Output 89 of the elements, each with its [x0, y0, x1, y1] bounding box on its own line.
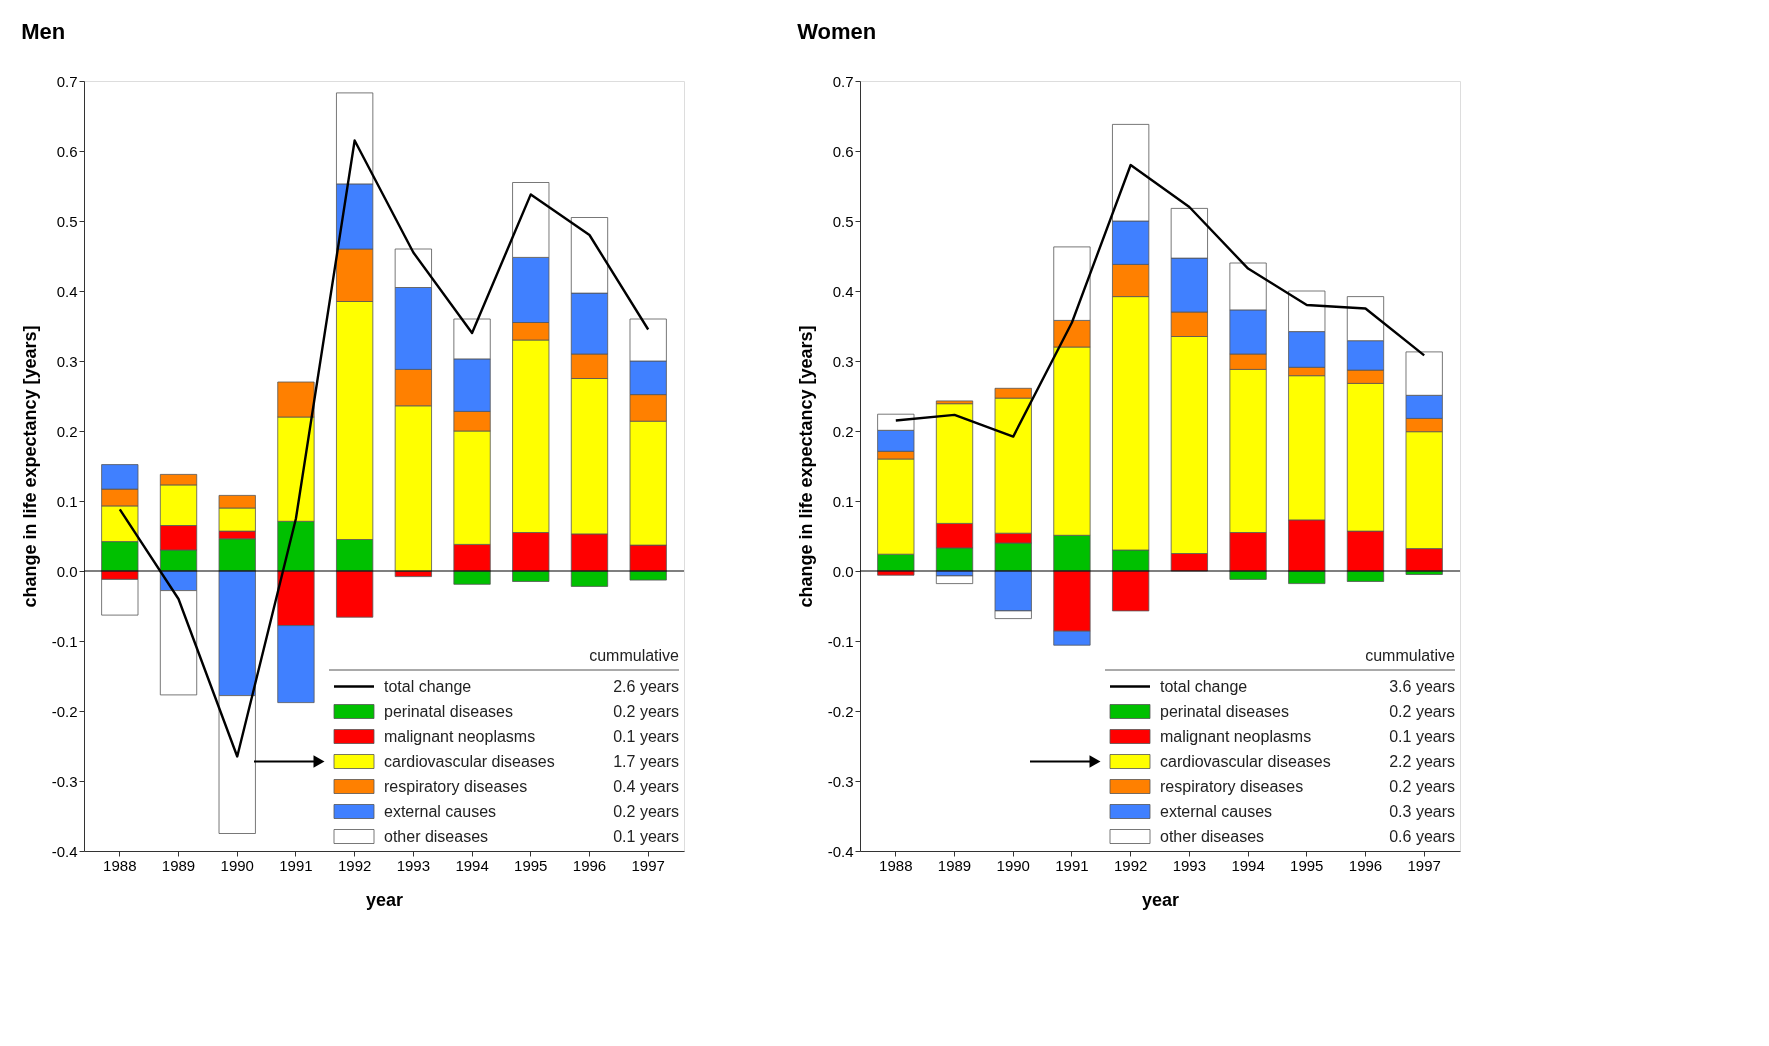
- bar: [453, 570, 491, 585]
- x-tick-label: 1995: [1290, 856, 1324, 874]
- y-tick-label: 0.7: [832, 72, 854, 90]
- annotation: 0.3 years: [1389, 802, 1455, 820]
- bar: [512, 570, 550, 582]
- x-tick-label: 1997: [631, 856, 665, 874]
- annotation: 0.1 years: [1389, 727, 1455, 745]
- x-tick-label: 1997: [1407, 856, 1441, 874]
- legend-label: other diseases: [384, 827, 489, 845]
- x-tick-label: 1991: [279, 856, 313, 874]
- x-tick-label: 1992: [337, 856, 372, 874]
- legend-label: cardiovascular diseases: [384, 752, 555, 770]
- y-tick-label: -0.4: [827, 842, 854, 860]
- y-tick-label: -0.3: [51, 772, 78, 790]
- x-tick-label: 1989: [161, 856, 196, 874]
- chart-title: Women: [797, 19, 877, 44]
- legend-label: external causes: [384, 802, 497, 820]
- y-tick-label: -0.3: [827, 772, 854, 790]
- y-tick-label: 0.5: [56, 212, 78, 230]
- x-tick-label: 1988: [879, 856, 913, 874]
- y-tick-label: 0.3: [832, 352, 854, 370]
- line-series: [894, 163, 1426, 438]
- x-axis-title: year: [365, 889, 404, 910]
- bar: [570, 570, 609, 587]
- annotation: 0.2 years: [613, 702, 679, 720]
- annotation: 1.7 years: [613, 752, 679, 770]
- y-tick-label: 0.6: [832, 142, 854, 160]
- bar: [1288, 570, 1326, 584]
- y-tick-label: 0.0: [832, 562, 854, 580]
- y-tick-label: 0.6: [56, 142, 78, 160]
- legend-label: perinatal diseases: [384, 702, 513, 720]
- legend-label: cardiovascular diseases: [1160, 752, 1331, 770]
- y-tick-label: 0.5: [832, 212, 854, 230]
- x-tick-label: 1995: [514, 856, 548, 874]
- x-tick-label: 1996: [572, 856, 607, 874]
- chart-title: Men: [21, 19, 66, 44]
- annotation: 2.2 years: [1389, 752, 1455, 770]
- legend-label: respiratory diseases: [384, 777, 528, 795]
- annotation: 0.4 years: [613, 777, 679, 795]
- x-tick-label: 1990: [220, 856, 254, 874]
- x-axis-title: year: [1141, 889, 1180, 910]
- y-tick-label: 0.1: [832, 492, 854, 510]
- annotation: 0.6 years: [1389, 827, 1455, 845]
- legend-label: total change: [384, 677, 472, 695]
- x-tick-label: 1993: [396, 856, 431, 874]
- y-tick-label: 0.2: [56, 422, 78, 440]
- annotation: 0.2 years: [1389, 777, 1455, 795]
- y-tick-label: -0.1: [827, 632, 854, 650]
- x-tick-label: 1990: [996, 856, 1030, 874]
- y-tick-label: -0.2: [827, 702, 854, 720]
- legend-label: respiratory diseases: [1160, 777, 1304, 795]
- y-tick-label: 0.7: [56, 72, 78, 90]
- bar: [1112, 570, 1150, 612]
- y-tick-label: -0.2: [51, 702, 78, 720]
- y-tick-label: 0.4: [832, 282, 854, 300]
- y-tick-label: -0.1: [51, 632, 78, 650]
- y-tick-label: 0.0: [56, 562, 78, 580]
- y-tick-label: 0.4: [56, 282, 78, 300]
- bar: [629, 570, 667, 581]
- annotation: 3.6 years: [1389, 677, 1455, 695]
- x-tick-label: 1989: [937, 856, 972, 874]
- annotation: 0.2 years: [613, 802, 679, 820]
- legend-label: malignant neoplasms: [384, 727, 536, 745]
- annotation: cummulative: [589, 647, 680, 664]
- y-tick-label: 0.2: [832, 422, 854, 440]
- legend-label: total change: [1160, 677, 1248, 695]
- legend-label: perinatal diseases: [1160, 702, 1289, 720]
- bar: [336, 570, 374, 618]
- y-axis-title: change in life expectancy [years]: [19, 325, 40, 608]
- x-tick-label: 1991: [1055, 856, 1089, 874]
- legend-label: external causes: [1160, 802, 1273, 820]
- y-tick-label: 0.1: [56, 492, 78, 510]
- y-tick-label: 0.3: [56, 352, 78, 370]
- annotation: 0.1 years: [613, 827, 679, 845]
- legend-label: malignant neoplasms: [1160, 727, 1312, 745]
- y-axis-title: change in life expectancy [years]: [795, 325, 816, 608]
- legend-label: other diseases: [1160, 827, 1265, 845]
- annotation: cummulative: [1365, 647, 1456, 664]
- x-tick-label: 1988: [103, 856, 137, 874]
- y-tick-label: -0.4: [51, 842, 78, 860]
- x-tick-label: 1994: [1231, 856, 1265, 874]
- bar: [935, 575, 974, 584]
- annotation: 0.1 years: [613, 727, 679, 745]
- x-tick-label: 1993: [1172, 856, 1207, 874]
- x-tick-label: 1996: [1348, 856, 1383, 874]
- x-tick-label: 1992: [1113, 856, 1148, 874]
- annotation: 2.6 years: [613, 677, 679, 695]
- x-tick-label: 1994: [455, 856, 489, 874]
- annotation: 0.2 years: [1389, 702, 1455, 720]
